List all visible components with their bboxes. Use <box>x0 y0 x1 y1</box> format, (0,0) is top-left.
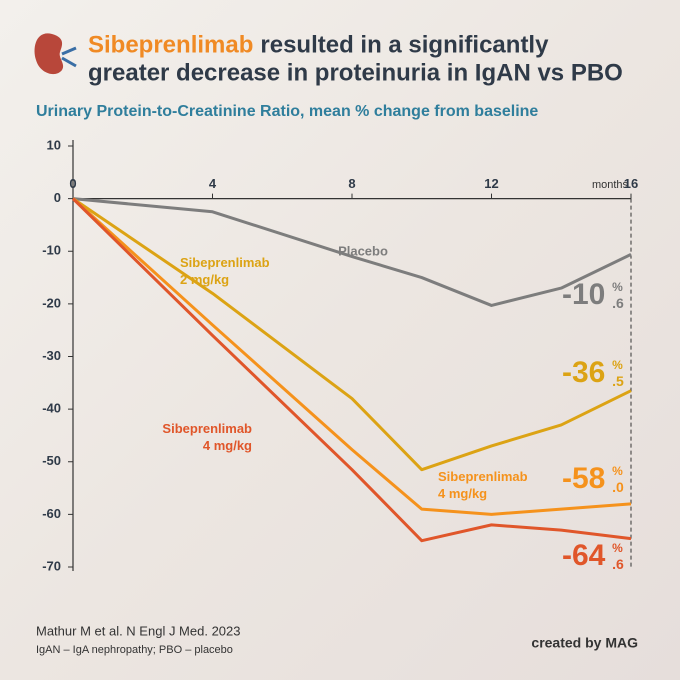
series-label-line: 2 mg/kg <box>180 272 229 287</box>
value-unit: % <box>612 541 623 555</box>
series-label-line: Sibeprenlimab <box>438 469 528 484</box>
y-tick-label: -70 <box>42 558 61 573</box>
x-tick-label: 16 <box>624 176 638 191</box>
series-label: Sibeprenlimab 2 mg/kg <box>180 255 270 287</box>
x-tick-label: 8 <box>348 176 355 191</box>
value-dec: .6 <box>612 295 624 311</box>
value-label: -58% .0 <box>562 462 624 495</box>
title: resulted in a significantly <box>260 31 549 58</box>
series-label-line: 4 mg/kg <box>438 486 487 501</box>
value-int: -64 <box>562 539 606 572</box>
x-tick-label: 0 <box>69 176 76 191</box>
kidney-icon <box>34 33 77 75</box>
title: greater decrease in proteinuria in IgAN … <box>88 59 623 86</box>
value-unit: % <box>612 280 623 294</box>
value-label: -64% .6 <box>562 539 624 572</box>
y-tick-label: 0 <box>54 190 61 205</box>
y-tick-label: -50 <box>42 453 61 468</box>
value-unit: % <box>612 464 623 478</box>
value-int: -10 <box>562 278 605 311</box>
value-int: -36 <box>562 356 605 389</box>
subtitle: Urinary Protein-to-Creatinine Ratio, mea… <box>36 103 538 120</box>
value-label: -10% .6 <box>562 278 624 311</box>
credit: created by MAG <box>531 635 638 651</box>
series-label: Sibeprenlimab 4 mg/kg <box>438 469 528 501</box>
y-tick-label: -20 <box>42 295 61 310</box>
y-tick-label: -10 <box>42 243 61 258</box>
value-dec: .6 <box>612 556 624 572</box>
value-int: -58 <box>562 462 605 495</box>
series-label: Placebo <box>338 243 388 258</box>
y-tick-label: -40 <box>42 401 61 416</box>
value-dec: .0 <box>612 479 624 495</box>
series-label-line: Sibeprenlimab <box>162 421 252 436</box>
value-label: -36% .5 <box>562 356 624 389</box>
series-line <box>71 197 632 543</box>
source: Mathur M et al. N Engl J Med. 2023 <box>36 623 240 638</box>
y-tick-label: -60 <box>42 506 61 521</box>
y-tick-label: 10 <box>47 137 61 152</box>
y-tick-label: -30 <box>42 348 61 363</box>
series-label: Sibeprenlimab 4 mg/kg <box>162 421 252 453</box>
series-line <box>71 197 632 516</box>
footnote: IgAN – IgA nephropathy; PBO – placebo <box>36 644 233 656</box>
series-line <box>72 197 632 307</box>
series-label-line: Sibeprenlimab <box>180 255 270 270</box>
series-line <box>72 197 632 472</box>
x-axis-label: months <box>592 179 629 191</box>
value-dec: .5 <box>612 373 624 389</box>
title-highlight: Sibeprenlimab <box>88 31 253 58</box>
x-tick-label: 12 <box>484 176 498 191</box>
x-tick-label: 4 <box>209 176 217 191</box>
value-unit: % <box>612 358 623 372</box>
series-label-line: 4 mg/kg <box>203 438 252 453</box>
